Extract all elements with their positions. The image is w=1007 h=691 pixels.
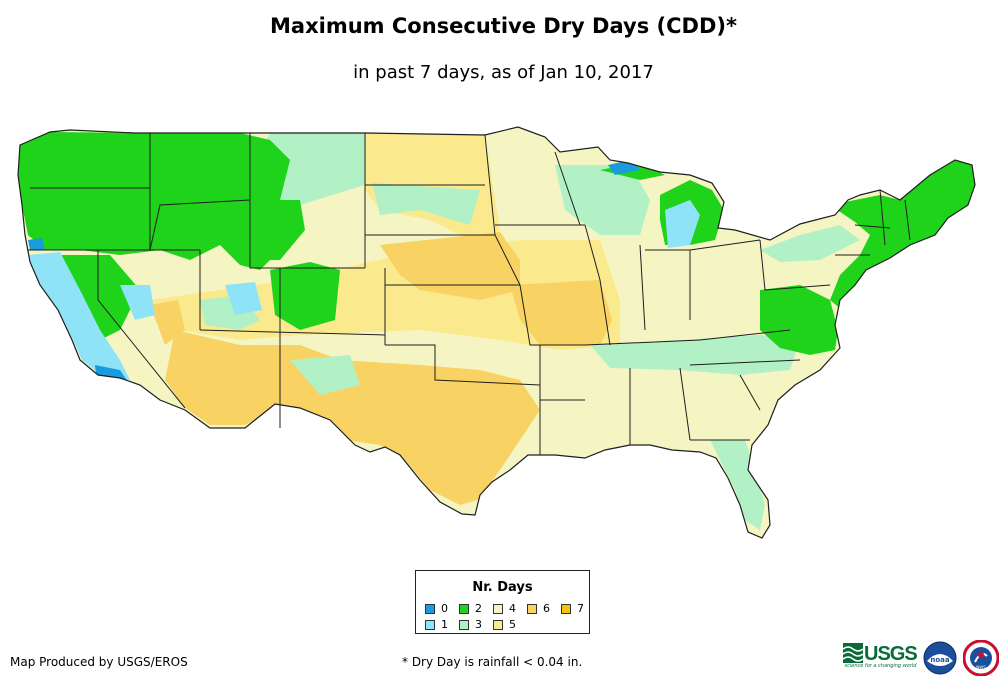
footnote-text: * Dry Day is rainfall < 0.04 in. — [402, 655, 583, 669]
region-3-days-south-dakota — [372, 183, 480, 225]
legend-item-1: 1 — [425, 619, 448, 631]
region-2-days-northeast — [830, 160, 975, 310]
region-6-days-missouri — [510, 280, 612, 345]
credit-text: Map Produced by USGS/EROS — [10, 655, 188, 669]
region-3-days-new-mexico — [290, 355, 360, 395]
usgs-wave-icon — [843, 643, 863, 663]
legend-item-0: 0 — [425, 603, 448, 615]
legend-swatch — [425, 620, 435, 630]
legend-title: Nr. Days — [472, 580, 533, 595]
legend-label: 7 — [577, 602, 584, 615]
region-2-days-wyoming — [250, 200, 305, 260]
legend-label: 0 — [441, 602, 448, 615]
region-0-days-oregon-coast — [28, 238, 45, 250]
map-title: Maximum Consecutive Dry Days (CDD)* — [270, 14, 737, 38]
region-4-days-south — [540, 395, 640, 440]
legend-item-3: 3 — [459, 619, 482, 631]
region-2-days-virginia — [760, 285, 838, 355]
region-3-days-new-york — [760, 225, 860, 262]
noaa-logo: noaa — [923, 641, 957, 675]
legend-item-5: 5 — [493, 619, 516, 631]
nws-logo: NWS — [963, 640, 999, 676]
region-2-days-colorado — [270, 262, 340, 330]
legend-label: 4 — [509, 602, 516, 615]
region-1-day-west-michigan — [665, 200, 700, 248]
legend-swatch — [527, 604, 537, 614]
legend-label: 6 — [543, 602, 550, 615]
legend-label: 1 — [441, 618, 448, 631]
region-3-days-wisconsin — [555, 165, 650, 235]
legend-swatch — [493, 604, 503, 614]
region-2-days-northwest — [18, 132, 300, 270]
legend-item-4: 4 — [493, 603, 516, 615]
region-1-day-utah — [225, 282, 262, 315]
legend-item-2: 2 — [459, 603, 482, 615]
legend-swatch — [459, 620, 469, 630]
legend-label: 2 — [475, 602, 482, 615]
legend: Nr. Days 0 1 2 3 4 5 6 7 — [415, 570, 590, 634]
legend-swatch — [459, 604, 469, 614]
legend-label: 5 — [509, 618, 516, 631]
map-subtitle: in past 7 days, as of Jan 10, 2017 — [353, 62, 654, 83]
region-3-days-florida — [710, 440, 765, 530]
noaa-logo-text: noaa — [930, 656, 950, 664]
usgs-logo: USGS science for a changing world — [843, 641, 918, 671]
state-boundaries — [17, 126, 976, 539]
region-3-days-tennessee — [590, 335, 800, 375]
legend-swatch — [493, 620, 503, 630]
region-6-days-southwest-texas — [165, 330, 540, 505]
legend-item-7: 7 — [561, 603, 584, 615]
legend-label: 3 — [475, 618, 482, 631]
legend-swatch — [425, 604, 435, 614]
region-6-days-kansas — [380, 232, 520, 300]
nws-logo-text: NWS — [976, 665, 986, 670]
usgs-logo-tagline: science for a changing world — [844, 663, 917, 669]
region-1-day-california-coast — [28, 252, 130, 380]
region-6-days-nevada — [150, 300, 185, 345]
usgs-logo-text: USGS — [864, 643, 918, 665]
region-1-day-sierra — [120, 285, 155, 320]
legend-item-6: 6 — [527, 603, 550, 615]
legend-swatch — [561, 604, 571, 614]
